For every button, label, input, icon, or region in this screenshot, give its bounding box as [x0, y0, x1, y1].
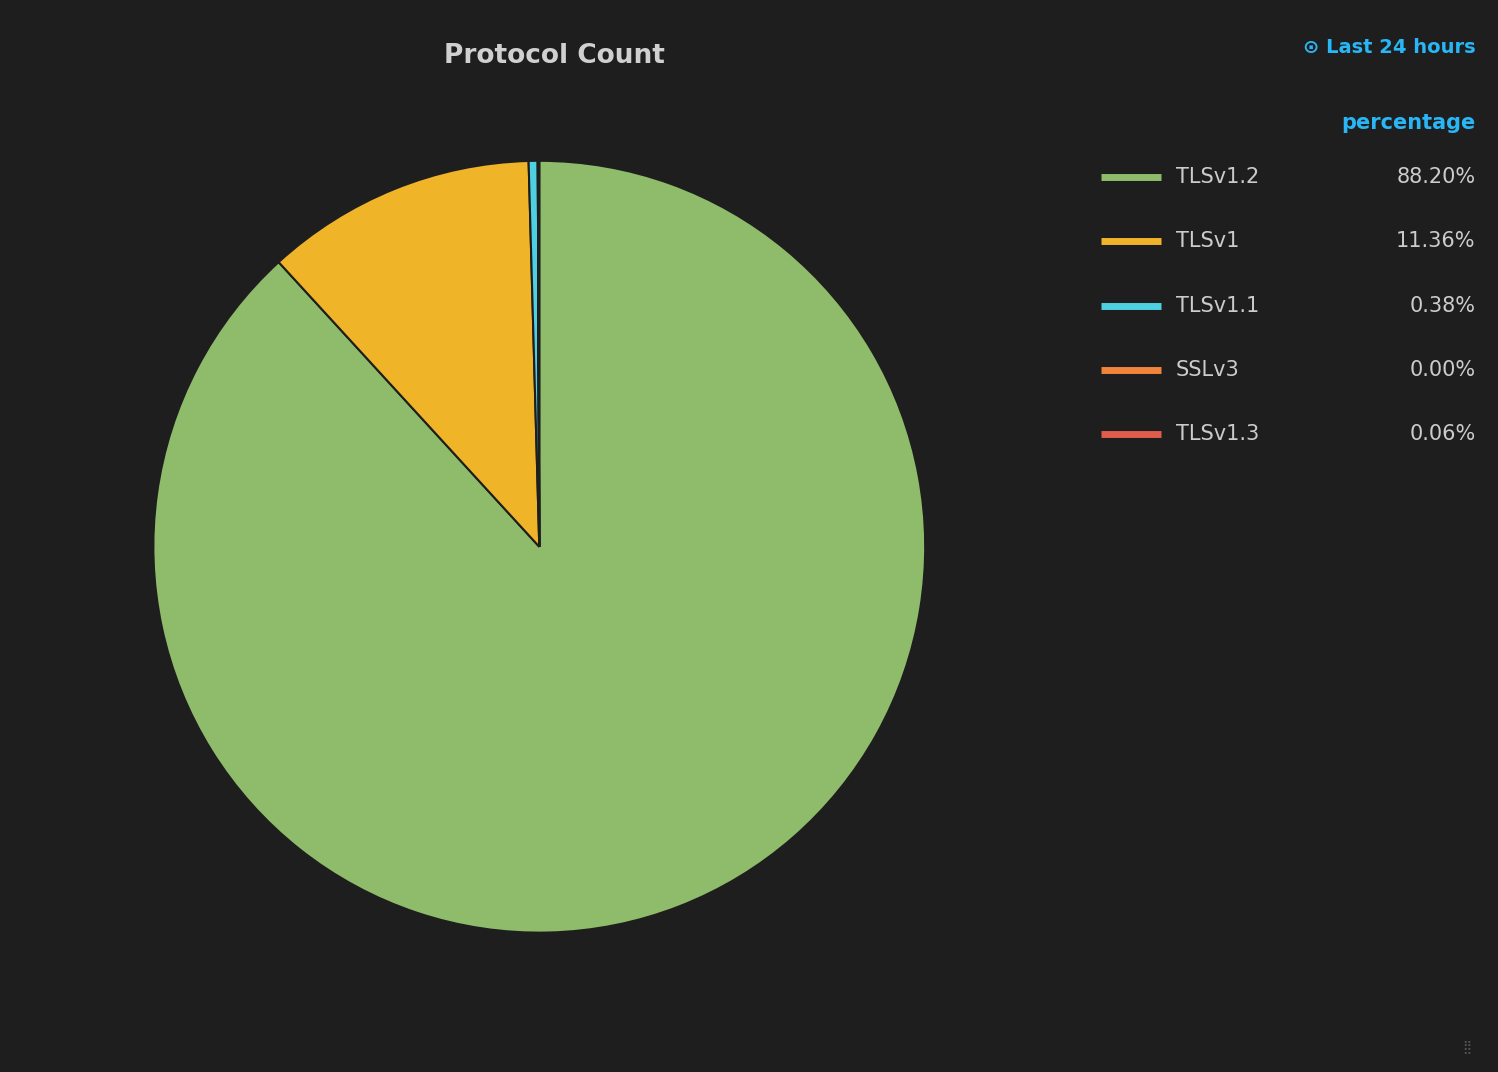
- Wedge shape: [279, 161, 539, 547]
- Wedge shape: [153, 161, 926, 933]
- Text: Protocol Count: Protocol Count: [443, 43, 665, 69]
- Text: SSLv3: SSLv3: [1176, 360, 1240, 379]
- Text: percentage: percentage: [1341, 113, 1476, 133]
- Text: 88.20%: 88.20%: [1396, 167, 1476, 187]
- Text: TLSv1.2: TLSv1.2: [1176, 167, 1260, 187]
- Text: TLSv1.1: TLSv1.1: [1176, 296, 1260, 315]
- Text: 0.06%: 0.06%: [1410, 425, 1476, 444]
- Text: TLSv1: TLSv1: [1176, 232, 1239, 251]
- Text: TLSv1.3: TLSv1.3: [1176, 425, 1260, 444]
- Text: 0.38%: 0.38%: [1410, 296, 1476, 315]
- Text: 0.00%: 0.00%: [1410, 360, 1476, 379]
- Text: ⣿: ⣿: [1462, 1040, 1471, 1053]
- Text: 11.36%: 11.36%: [1396, 232, 1476, 251]
- Text: ⊙ Last 24 hours: ⊙ Last 24 hours: [1303, 38, 1476, 57]
- Wedge shape: [529, 161, 539, 547]
